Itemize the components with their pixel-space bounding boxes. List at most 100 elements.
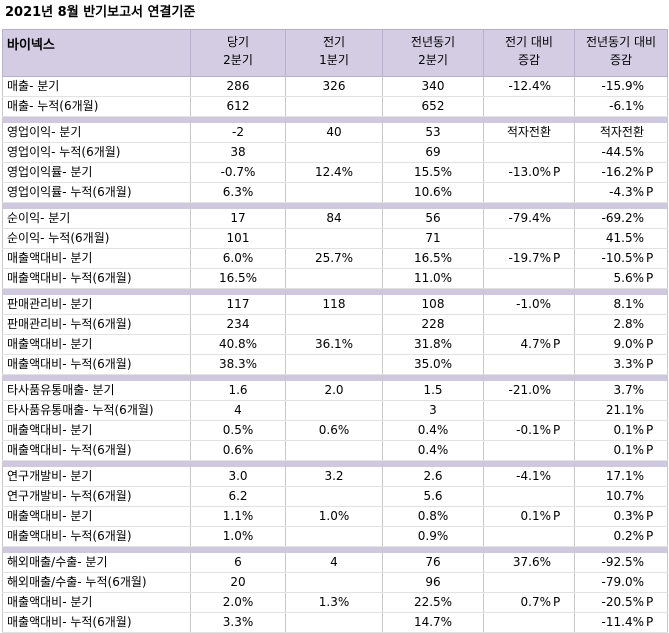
cell-current-value: 38.3%: [218, 357, 258, 371]
cell-qoq-change: [483, 400, 575, 421]
cell-yoy-change-value: 0.2%: [613, 529, 645, 543]
cell-yoy-change: 5.6% P: [574, 268, 668, 289]
cell-year-ago: 0.8%: [382, 506, 484, 527]
row-label: 매출액대비- 분기: [2, 592, 191, 613]
cell-previous: 4: [285, 553, 383, 573]
cell-previous: 1.0%: [285, 506, 383, 527]
percentage-point-marker: P: [553, 595, 561, 609]
cell-current: 20: [190, 572, 286, 593]
table-row: 연구개발비- 누적(6개월) 6.2 5.6 10.7%: [2, 486, 668, 507]
table-row: 영업이익- 누적(6개월) 38 69 -44.5%: [2, 142, 668, 163]
cell-year-ago-value: 15.5%: [413, 165, 453, 179]
cell-current: 40.8%: [190, 334, 286, 355]
cell-yoy-change: -15.9%: [574, 76, 668, 97]
cell-yoy-change-value: -92.5%: [601, 555, 644, 569]
percentage-point-marker: P: [646, 185, 654, 199]
section-divider-cell: [574, 374, 668, 381]
cell-previous-value: 1.3%: [318, 595, 350, 609]
cell-year-ago: 76: [382, 553, 484, 573]
header-line1: 당기: [226, 35, 250, 49]
cell-qoq-change-value: -4.1%: [516, 469, 551, 483]
cell-yoy-change: -79.0%: [574, 572, 668, 593]
cell-qoq-change-value: -13.0%: [508, 165, 551, 179]
cell-previous: [285, 572, 383, 593]
section-divider-cell: [382, 288, 484, 295]
table-row: 매출액대비- 분기 6.0% 25.7% 16.5% -19.7% P -10.5% P: [2, 248, 668, 269]
row-label-value: 영업이익률- 분기: [7, 165, 93, 179]
cell-current: 6.3%: [190, 182, 286, 203]
cell-previous: [285, 400, 383, 421]
row-label-value: 매출액대비- 누적(6개월): [7, 357, 132, 371]
cell-yoy-change: 17.1%: [574, 467, 668, 487]
cell-previous-value: 12.4%: [314, 165, 354, 179]
cell-yoy-change: -6.1%: [574, 96, 668, 117]
row-label-value: 매출액대비- 분기: [7, 337, 93, 351]
section-divider-cell: [382, 460, 484, 467]
row-label-value: 판매관리비- 분기: [7, 297, 93, 311]
cell-yoy-change: -16.2% P: [574, 162, 668, 183]
cell-qoq-change: [483, 526, 575, 547]
section-divider-cell: [2, 116, 191, 123]
cell-current-value: -2: [232, 125, 244, 139]
cell-yoy-change-value: 21.1%: [605, 403, 644, 417]
cell-year-ago-value: 1.5: [423, 383, 443, 397]
cell-current-value: 117: [226, 297, 250, 311]
row-label-value: 매출액대비- 누적(6개월): [7, 615, 132, 629]
header-line1: 전기: [322, 35, 346, 49]
cell-qoq-change: [483, 142, 575, 163]
cell-year-ago-value: 5.6: [423, 489, 443, 503]
cell-previous: 12.4%: [285, 162, 383, 183]
section-divider-cell: [2, 546, 191, 553]
table-row: 매출액대비- 누적(6개월) 16.5% 11.0% 5.6% P: [2, 268, 668, 289]
cell-current: 6.2: [190, 486, 286, 507]
company-name: 바이넥스: [2, 29, 191, 77]
cell-year-ago: 228: [382, 314, 484, 335]
row-label-value: 매출액대비- 분기: [7, 251, 93, 265]
cell-current: 6.0%: [190, 248, 286, 269]
cell-previous: [285, 440, 383, 461]
table-row: 판매관리비- 누적(6개월) 234 228 2.8%: [2, 314, 668, 335]
section-divider-cell: [285, 546, 383, 553]
cell-qoq-change: [483, 96, 575, 117]
cell-previous: 1.3%: [285, 592, 383, 613]
section-divider-cell: [483, 546, 575, 553]
table-row: 매출액대비- 분기 0.5% 0.6% 0.4% -0.1% P 0.1% P: [2, 420, 668, 441]
cell-year-ago-value: 76: [425, 555, 441, 569]
section-divider-cell: [483, 116, 575, 123]
cell-yoy-change-value: 0.1%: [613, 443, 645, 457]
table-row: 판매관리비- 분기 117 118 108 -1.0% 8.1%: [2, 295, 668, 315]
cell-current: 612: [190, 96, 286, 117]
cell-current-value: 0.6%: [222, 443, 254, 457]
cell-yoy-change: -10.5% P: [574, 248, 668, 269]
row-label: 매출액대비- 누적(6개월): [2, 268, 191, 289]
cell-yoy-change: 9.0% P: [574, 334, 668, 355]
cell-current-value: 1.0%: [222, 529, 254, 543]
row-label: 순이익- 분기: [2, 209, 191, 229]
table-row: 연구개발비- 분기 3.0 3.2 2.6 -4.1% 17.1%: [2, 467, 668, 487]
row-label: 영업이익- 분기: [2, 123, 191, 143]
cell-current-value: 4: [234, 403, 242, 417]
row-label-value: 매출액대비- 분기: [7, 423, 93, 437]
cell-current-value: 6.2: [228, 489, 248, 503]
cell-yoy-change-value: 9.0%: [613, 337, 645, 351]
cell-current-value: 6: [234, 555, 242, 569]
cell-previous-value: 40: [326, 125, 342, 139]
section-divider-cell: [574, 202, 668, 209]
cell-previous: [285, 526, 383, 547]
section-divider-cell: [190, 288, 286, 295]
row-label-value: 해외매출/수출- 누적(6개월): [7, 575, 147, 589]
cell-year-ago-value: 31.8%: [413, 337, 453, 351]
section-divider-cell: [574, 460, 668, 467]
cell-qoq-change: [483, 182, 575, 203]
section-divider-cell: [483, 288, 575, 295]
row-label-value: 순이익- 분기: [7, 211, 71, 225]
section-divider-cell: [483, 460, 575, 467]
row-label: 매출액대비- 분기: [2, 248, 191, 269]
row-label: 매출액대비- 누적(6개월): [2, 526, 191, 547]
cell-yoy-change-value: -15.9%: [601, 79, 644, 93]
cell-qoq-change-value: 0.7%: [520, 595, 552, 609]
row-label: 매출액대비- 분기: [2, 334, 191, 355]
percentage-point-marker: P: [646, 423, 654, 437]
cell-yoy-change: 0.1% P: [574, 440, 668, 461]
table-row: 매출액대비- 누적(6개월) 38.3% 35.0% 3.3% P: [2, 354, 668, 375]
